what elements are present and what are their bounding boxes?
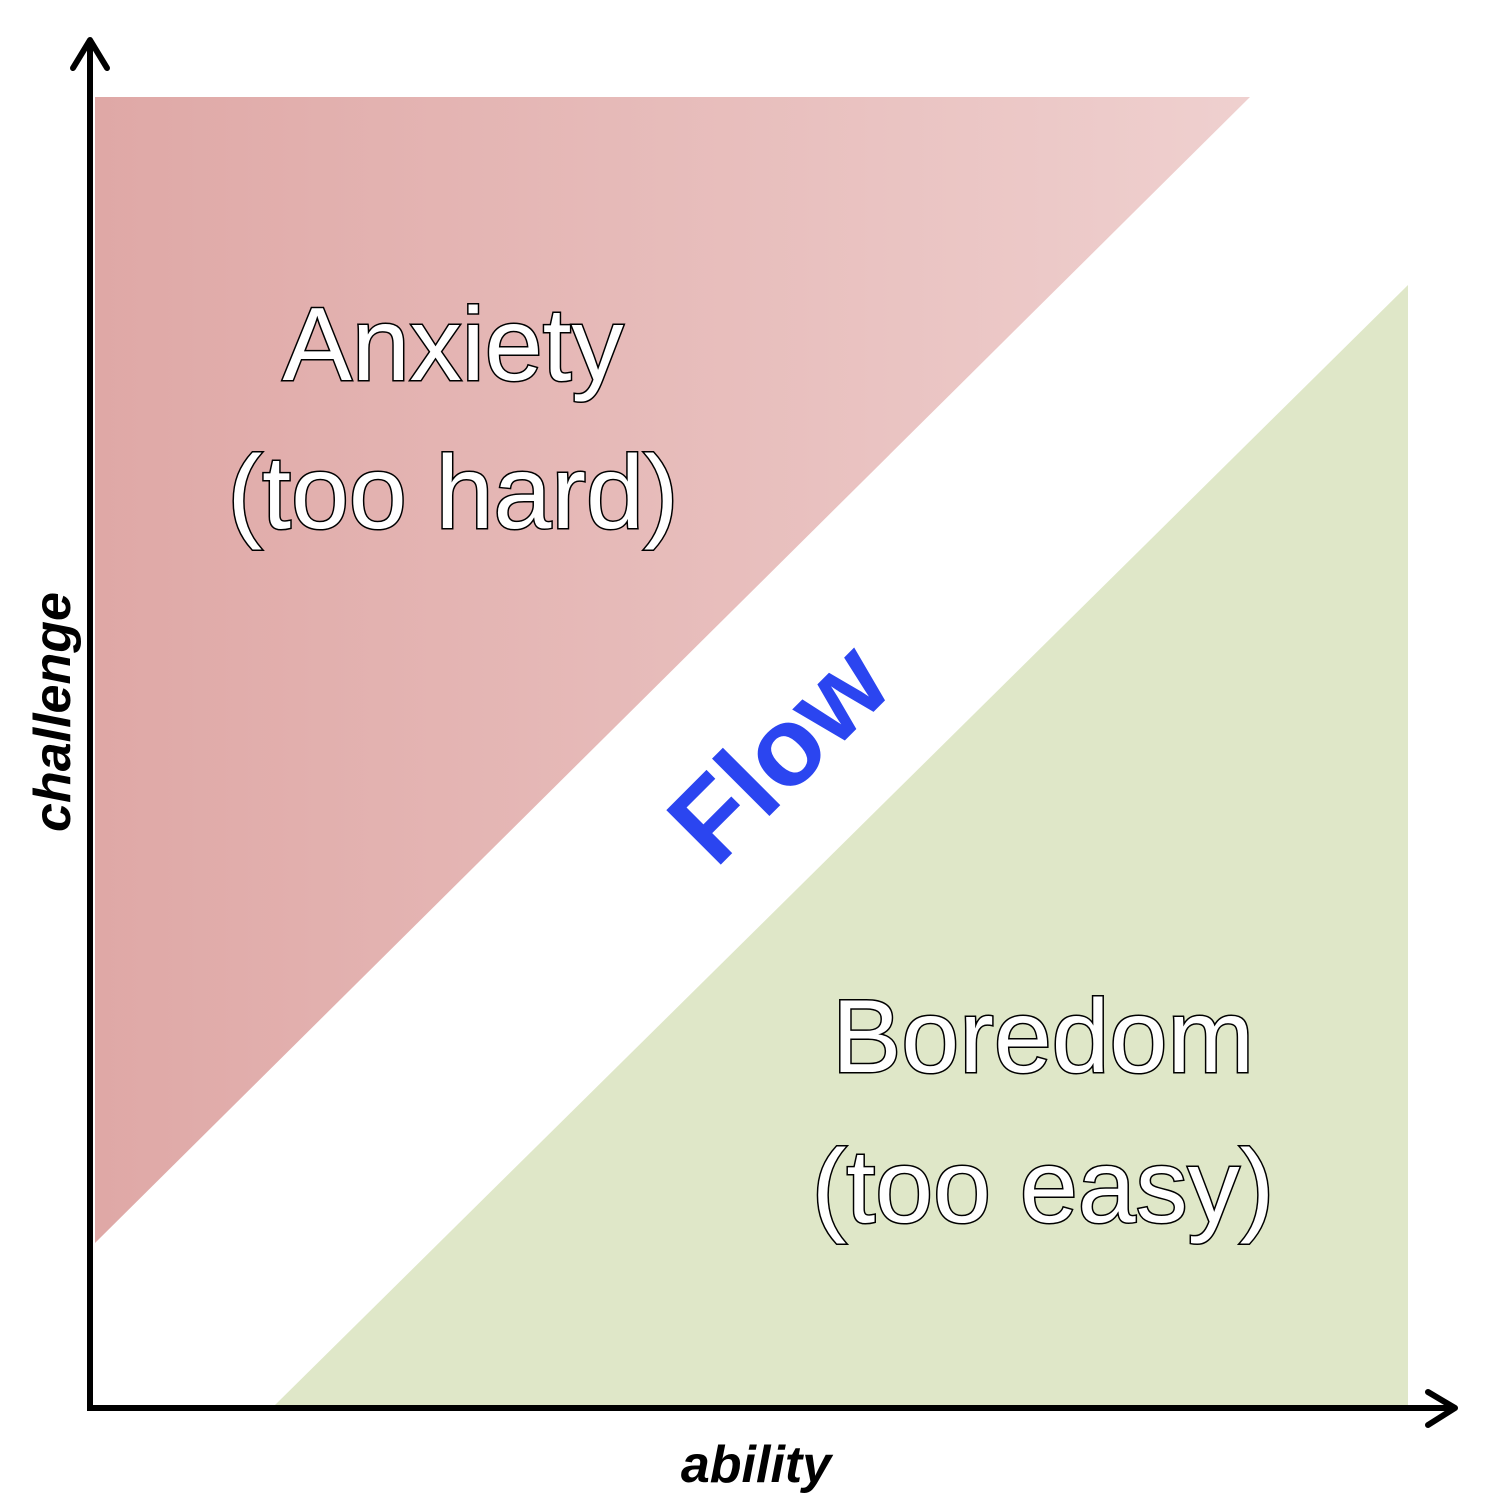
x-axis-label: ability [681, 1436, 834, 1494]
y-axis-arrowhead [70, 37, 110, 71]
anxiety-title: Anxiety [282, 287, 623, 403]
boredom-title: Boredom [832, 979, 1254, 1095]
boredom-subtitle: (too easy) [812, 1129, 1274, 1245]
anxiety-subtitle: (too hard) [228, 435, 679, 551]
anxiety-region [95, 97, 1250, 1243]
y-axis-label: challenge [24, 592, 82, 832]
boredom-region [275, 285, 1408, 1405]
x-axis-arrowhead [1425, 1389, 1458, 1428]
